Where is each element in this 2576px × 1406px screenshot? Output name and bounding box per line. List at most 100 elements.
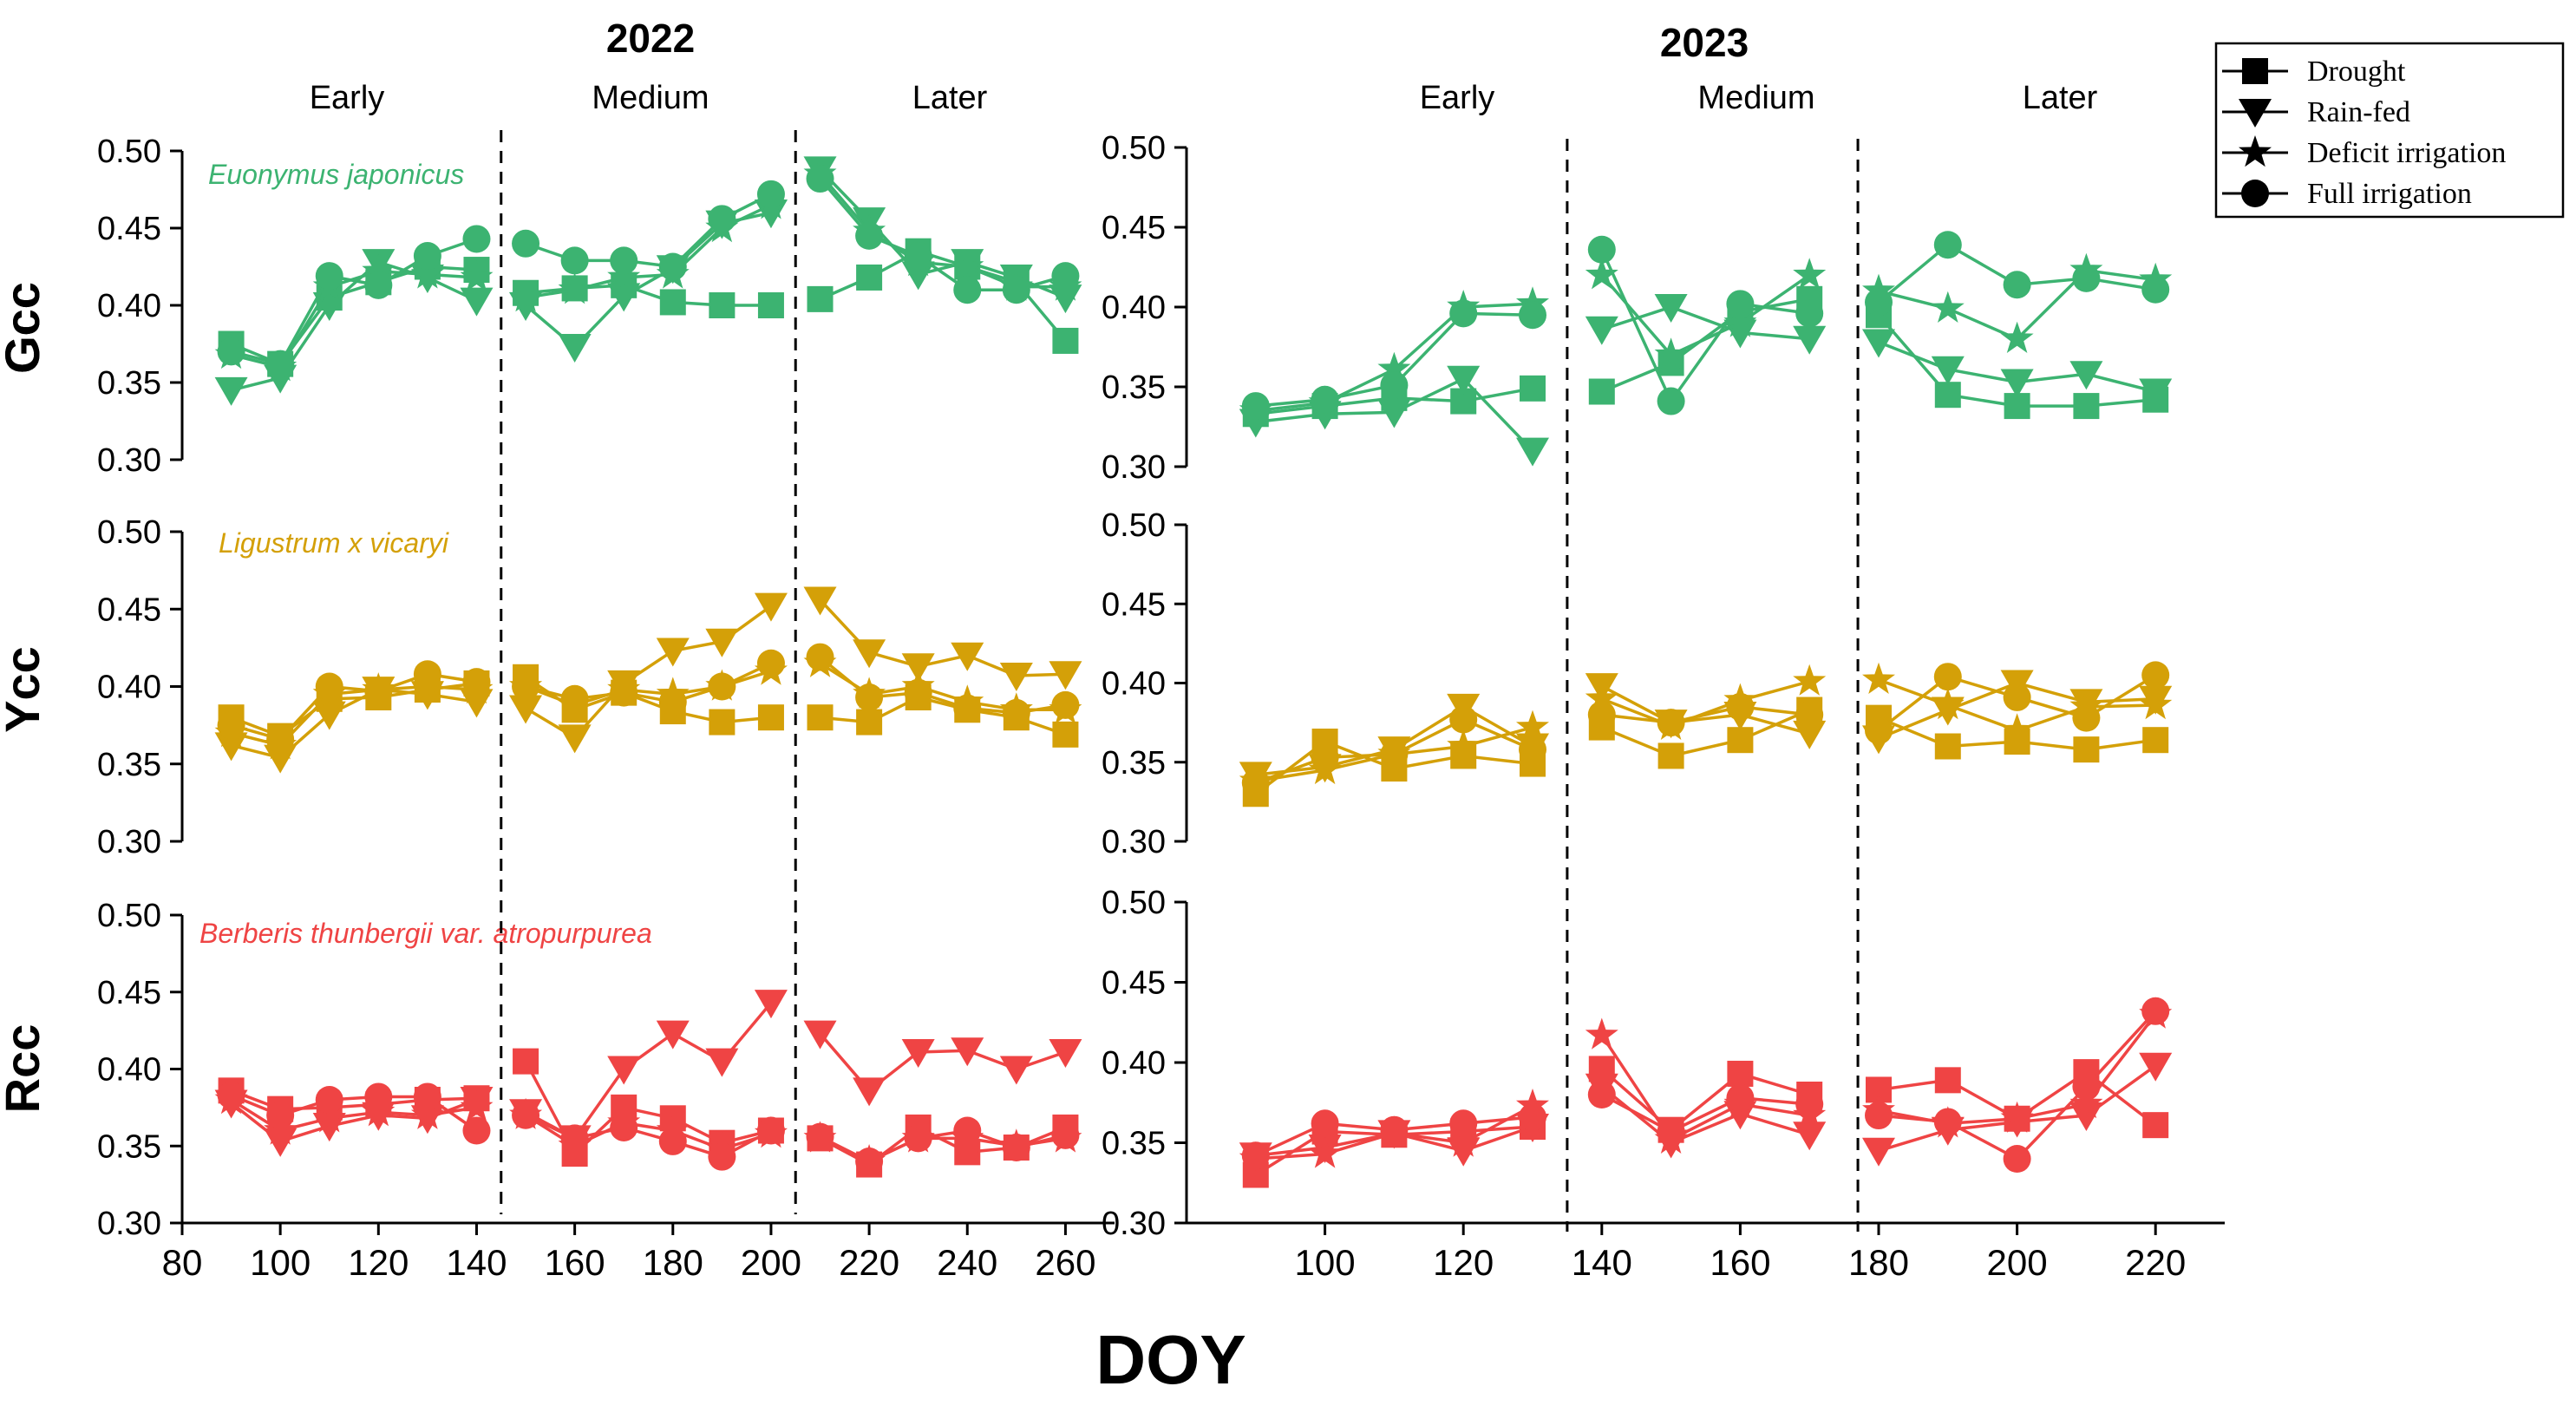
series-full-irrigation [217,1081,1080,1175]
data-point [658,1127,687,1155]
data-point [757,704,784,731]
data-point [413,1082,441,1111]
data-point [1585,681,1618,713]
data-point [217,1081,245,1109]
data-point [1447,1137,1481,1167]
data-point [462,668,491,696]
data-point [1311,1109,1339,1138]
y-tick-label: 0.40 [97,670,161,706]
data-point [1795,1090,1824,1119]
data-point [214,732,248,762]
data-point [901,261,935,291]
data-point [2072,703,2101,732]
series-full-irrigation [1241,231,2170,421]
data-point [901,653,935,683]
x-tick-label: 180 [1848,1242,1909,1283]
x-tick-label: 80 [162,1242,203,1283]
data-point [1049,661,1082,690]
data-point [217,711,245,740]
y-tick-label: 0.30 [97,442,161,479]
data-point [509,280,543,312]
data-point [1377,399,1411,428]
data-point [2000,369,2034,398]
data-point [754,990,788,1019]
data-point [904,1124,932,1153]
data-point [266,350,295,378]
data-point [214,376,248,406]
panel-2023-row-1: 0.50 0.45 0.40 0.35 0.30 Gcc [0,130,2173,486]
legend-label: Deficit irrigation [2307,137,2506,169]
x-tick-label: 140 [1572,1242,1632,1283]
data-point [315,672,343,701]
data-point [1934,1067,1961,1094]
data-point [1311,385,1339,414]
data-point [705,1048,739,1077]
data-point [2139,1052,2173,1082]
y-tick-label: 0.45 [1102,586,1166,623]
data-point [953,694,982,723]
x-tick-label: 100 [250,1242,311,1283]
data-point [658,252,687,281]
data-point [2139,378,2173,408]
y-tick-label: 0.50 [97,134,161,170]
panel-2023-row-3: 0.50 0.45 0.40 0.35 0.30 100 120 140 160 180 200 22… [1102,885,2225,1283]
data-point [855,1148,884,1175]
data-point [1862,1137,1895,1167]
x-tick-label: 120 [348,1242,409,1283]
data-point [856,709,883,736]
data-point [560,1124,589,1153]
data-point [410,1097,444,1129]
series-line [231,260,478,392]
data-point [2069,1102,2103,1132]
data-point [757,292,784,318]
x-tick-label: 200 [1987,1242,2048,1283]
data-point [1377,351,1411,383]
data-point [658,688,687,716]
data-point [2141,997,2170,1025]
data-point [315,262,343,291]
data-point [807,285,834,312]
data-point [951,642,984,671]
data-point [1934,733,1961,760]
data-point [951,1037,984,1067]
data-point [1241,1141,1270,1170]
species-annotation: Berberis thunbergii var. atropurpurea [199,918,652,949]
data-point [754,592,788,622]
legend-item-square: Drought [2222,56,2406,88]
y-tick-label: 0.40 [1102,666,1166,703]
period-label-later-2023: Later [2023,80,2098,116]
x-tick-label: 200 [741,1242,801,1283]
chart-group-2022: 2022 Early Medium Later 0.50 0.45 0.40 0.35 0.30… [0,16,1115,1283]
y-tick-label: 0.30 [97,1206,161,1242]
data-point [853,1077,886,1107]
y-tick-label: 0.45 [97,211,161,247]
y-tick-label: 0.35 [1102,1126,1166,1162]
data-point [2073,736,2100,763]
data-point [558,272,592,304]
data-point [1865,716,1893,745]
period-label-medium-2023: Medium [1697,80,1814,116]
legend-marker [2242,58,2268,84]
data-point [1654,337,1688,369]
data-point [1727,1060,1754,1087]
data-point [512,229,540,258]
data-point [1519,736,1546,764]
series-line [1600,684,1810,736]
data-point [1049,284,1082,314]
y-tick-label: 0.30 [97,824,161,860]
year-title-2023: 2023 [1660,20,1749,65]
data-point [1241,392,1270,421]
data-point [999,663,1033,692]
x-tick-label: 140 [446,1242,507,1283]
data-point [610,246,638,275]
data-point [266,725,295,754]
y-tick-label: 0.50 [1102,507,1166,544]
period-label-early-2023: Early [1420,80,1495,116]
legend-marker [2239,99,2272,128]
data-point [1933,663,1962,691]
data-point [1931,688,1965,720]
data-point [1051,1121,1080,1149]
data-point [2000,321,2034,353]
data-point [1241,768,1270,797]
